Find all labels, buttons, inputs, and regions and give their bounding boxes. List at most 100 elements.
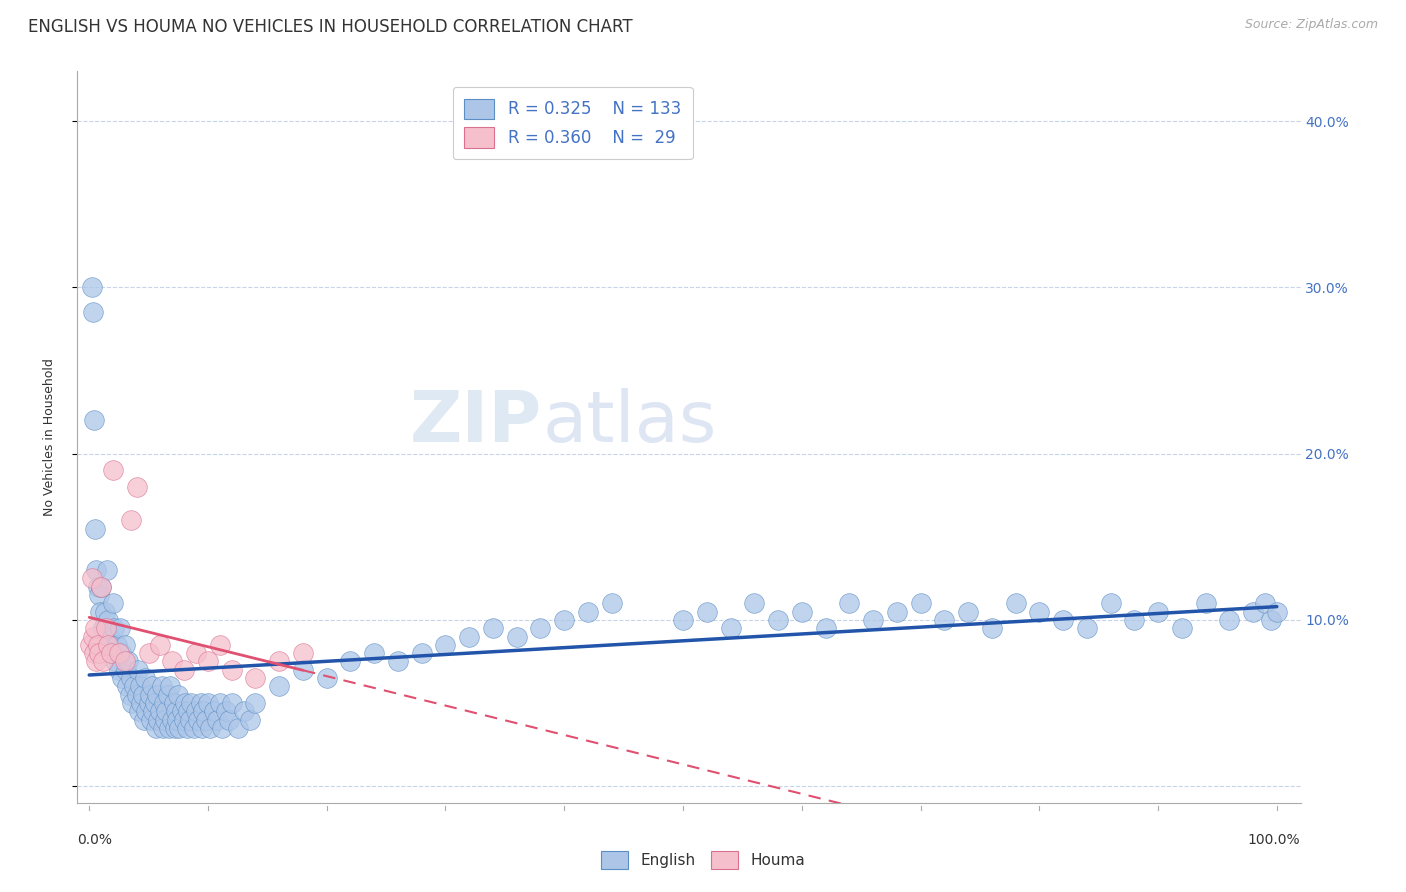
Point	[125, 688, 148, 702]
Point	[157, 721, 180, 735]
Point	[93, 655, 115, 669]
Point	[84, 521, 107, 535]
Point	[124, 680, 146, 694]
Point	[191, 721, 214, 735]
Point	[149, 705, 172, 719]
Point	[138, 646, 160, 660]
Point	[134, 671, 156, 685]
Point	[87, 588, 110, 602]
Point	[80, 571, 103, 585]
Point	[886, 605, 908, 619]
Legend: R = 0.325    N = 133, R = 0.360    N =  29: R = 0.325 N = 133, R = 0.360 N = 29	[453, 87, 693, 160]
Point	[108, 621, 131, 635]
Y-axis label: No Vehicles in Household: No Vehicles in Household	[44, 359, 56, 516]
Point	[117, 655, 139, 669]
Point	[111, 671, 134, 685]
Point	[291, 663, 314, 677]
Point	[152, 721, 174, 735]
Point	[183, 721, 205, 735]
Legend: English, Houma: English, Houma	[595, 845, 811, 875]
Point	[87, 646, 110, 660]
Point	[1254, 596, 1277, 610]
Point	[672, 613, 695, 627]
Point	[339, 655, 361, 669]
Point	[150, 680, 173, 694]
Point	[110, 646, 132, 660]
Point	[553, 613, 575, 627]
Point	[139, 713, 162, 727]
Point	[1171, 621, 1194, 635]
Text: 0.0%: 0.0%	[77, 833, 112, 847]
Point	[434, 638, 457, 652]
Point	[86, 563, 108, 577]
Point	[82, 305, 104, 319]
Point	[184, 705, 207, 719]
Point	[174, 696, 197, 710]
Text: atlas: atlas	[543, 388, 717, 457]
Point	[529, 621, 551, 635]
Point	[90, 580, 112, 594]
Point	[200, 721, 222, 735]
Point	[169, 721, 191, 735]
Point	[956, 605, 979, 619]
Point	[98, 630, 121, 644]
Point	[121, 696, 143, 710]
Point	[114, 638, 136, 652]
Text: 100.0%: 100.0%	[1249, 833, 1301, 847]
Point	[1241, 605, 1264, 619]
Point	[93, 605, 115, 619]
Point	[141, 680, 163, 694]
Point	[179, 713, 201, 727]
Point	[159, 680, 181, 694]
Point	[146, 713, 169, 727]
Point	[184, 646, 207, 660]
Point	[115, 680, 138, 694]
Point	[170, 705, 193, 719]
Point	[155, 713, 177, 727]
Point	[742, 596, 765, 610]
Point	[838, 596, 860, 610]
Point	[458, 630, 481, 644]
Point	[139, 688, 162, 702]
Point	[131, 696, 153, 710]
Point	[100, 646, 122, 660]
Point	[1052, 613, 1074, 627]
Point	[1194, 596, 1216, 610]
Point	[127, 663, 149, 677]
Point	[155, 705, 177, 719]
Point	[197, 696, 219, 710]
Point	[482, 621, 505, 635]
Point	[89, 605, 111, 619]
Point	[90, 580, 112, 594]
Point	[165, 705, 187, 719]
Point	[387, 655, 409, 669]
Point	[166, 713, 188, 727]
Point	[86, 638, 108, 652]
Point	[197, 655, 219, 669]
Point	[93, 621, 115, 635]
Point	[97, 613, 120, 627]
Text: ZIP: ZIP	[411, 388, 543, 457]
Point	[194, 713, 217, 727]
Point	[173, 663, 195, 677]
Point	[108, 646, 131, 660]
Point	[118, 688, 141, 702]
Point	[576, 605, 599, 619]
Point	[202, 705, 225, 719]
Point	[84, 621, 107, 635]
Point	[207, 713, 229, 727]
Point	[96, 563, 118, 577]
Point	[1147, 605, 1170, 619]
Point	[80, 280, 103, 294]
Point	[1265, 605, 1288, 619]
Point	[980, 621, 1002, 635]
Point	[153, 696, 176, 710]
Point	[208, 696, 231, 710]
Point	[766, 613, 789, 627]
Point	[143, 696, 166, 710]
Point	[208, 638, 231, 652]
Point	[1099, 596, 1122, 610]
Point	[101, 463, 124, 477]
Point	[94, 621, 117, 635]
Point	[221, 696, 243, 710]
